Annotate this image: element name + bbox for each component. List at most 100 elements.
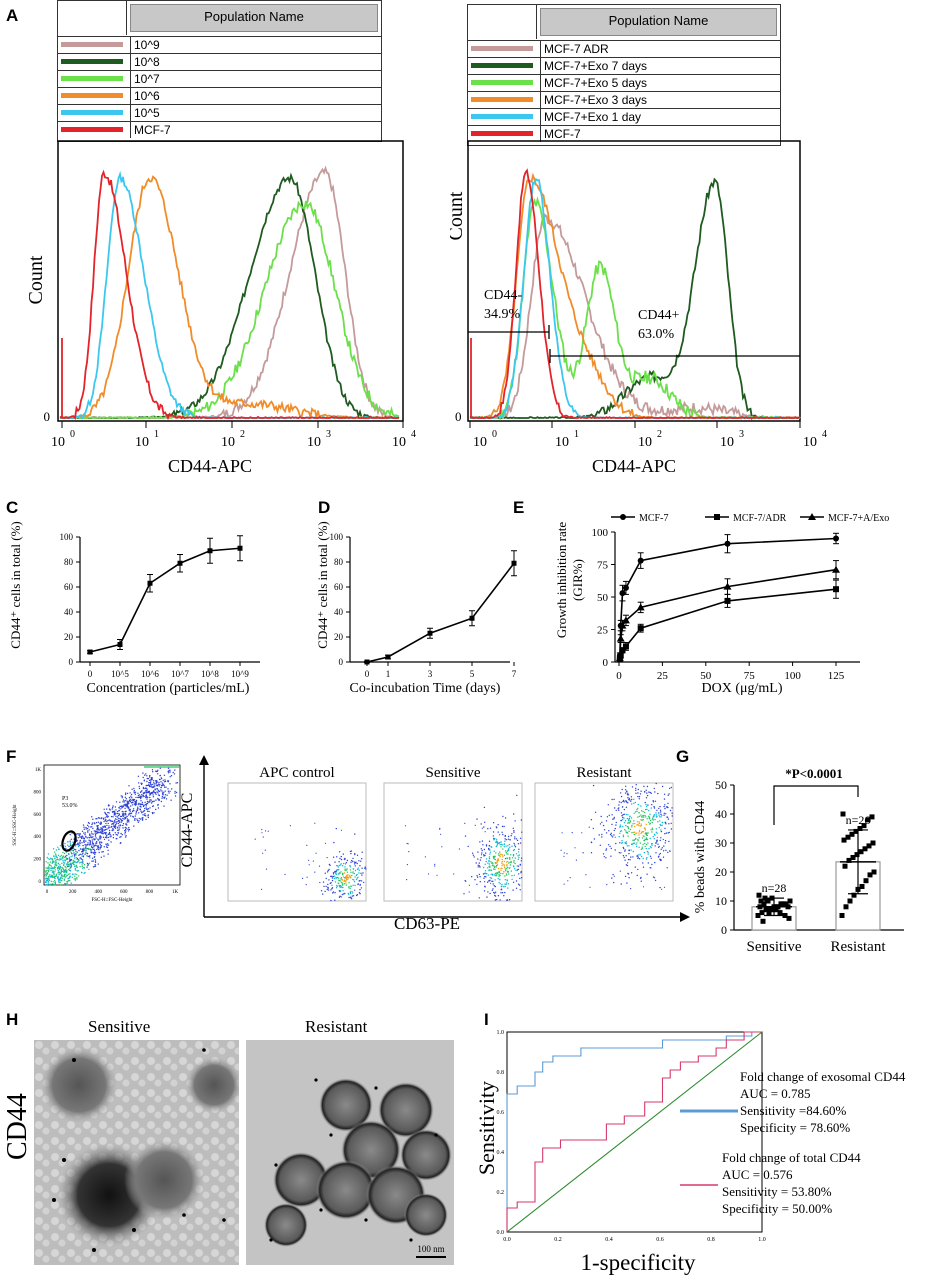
flow-dot xyxy=(407,843,409,845)
scatter-dot xyxy=(116,838,118,840)
flow-dot xyxy=(571,832,573,834)
scatter-dot xyxy=(103,832,106,834)
flow-dot xyxy=(624,789,627,791)
flow-dot xyxy=(624,829,626,831)
chart-c-series-line xyxy=(89,547,241,653)
scatter-dot xyxy=(101,830,104,833)
flow-dot xyxy=(473,856,475,858)
flow-dot xyxy=(358,880,360,882)
flow-dot xyxy=(349,891,352,893)
flow-y-arrowhead xyxy=(199,755,209,765)
flow-dot xyxy=(348,887,350,889)
chart-d-point xyxy=(427,630,433,636)
flow-dot xyxy=(482,844,484,846)
scatter-dot xyxy=(124,831,127,834)
scatter-dot xyxy=(92,818,94,820)
flow-dot xyxy=(341,865,344,867)
flow-dot xyxy=(622,818,624,821)
scatter-dot xyxy=(108,825,110,827)
scatter-dot xyxy=(120,808,122,810)
flow-dot xyxy=(654,800,657,802)
scatter-dot xyxy=(172,771,174,774)
chart-i: 0.00.00.20.20.40.40.60.60.80.81.01.0Fold… xyxy=(474,1030,906,1275)
scatter-dot xyxy=(93,846,95,848)
flow-dot xyxy=(514,868,516,870)
chart-e-point xyxy=(622,643,629,650)
flow-dot xyxy=(651,831,653,833)
scatter-dot xyxy=(146,775,148,777)
flow-dot xyxy=(646,808,648,811)
scatter-dot xyxy=(51,859,54,861)
flow-dot xyxy=(349,866,351,868)
scatter-dot xyxy=(97,838,99,840)
scatter-dot xyxy=(54,865,56,867)
scatter-dot xyxy=(106,824,108,827)
flow-dot xyxy=(350,852,352,855)
scatter-dot xyxy=(99,841,101,843)
chart-g-point xyxy=(778,901,784,907)
scatter-dot xyxy=(155,780,157,782)
scatter-dot xyxy=(67,858,69,860)
flow-dot xyxy=(327,869,329,872)
flow-dot xyxy=(499,844,501,846)
flow-dot xyxy=(643,840,645,842)
chart-g-point xyxy=(851,892,857,898)
flow-dot xyxy=(340,863,342,865)
flow-dot xyxy=(356,877,358,879)
scatter-dot xyxy=(85,835,87,838)
flow-dot xyxy=(654,861,656,864)
chart-g-point xyxy=(763,907,769,913)
micrograph-sensitive-title: Sensitive xyxy=(88,1017,151,1036)
scatter-dot xyxy=(85,840,87,842)
legend-swatch xyxy=(61,76,123,81)
scatter-dot xyxy=(107,822,109,825)
flow-dot xyxy=(340,881,343,884)
scatter-dot xyxy=(55,854,57,856)
flow-dot xyxy=(477,851,479,853)
flow-dot xyxy=(520,857,523,859)
scatter-dot xyxy=(65,869,67,871)
flow-dot xyxy=(513,842,515,845)
scatter-dot xyxy=(77,870,80,872)
flow-dot xyxy=(625,830,627,832)
flow-dot xyxy=(338,896,341,898)
scatter-dot xyxy=(121,797,123,799)
scatter-dot xyxy=(124,826,127,829)
flow-dot xyxy=(663,805,665,808)
scatter-dot xyxy=(112,837,115,839)
scatter-dot xyxy=(160,786,162,789)
scatter-dot xyxy=(94,830,97,832)
flow-dot xyxy=(327,883,329,886)
flow-dot xyxy=(326,871,329,873)
flow-dot xyxy=(471,876,473,878)
scatter-dot xyxy=(63,863,65,865)
flow-dot xyxy=(516,865,518,867)
flow-dot xyxy=(507,887,509,889)
scatter-dot xyxy=(76,866,78,868)
flow-dot xyxy=(592,784,595,787)
scatter-dot xyxy=(67,862,69,864)
flow-dot xyxy=(513,861,515,863)
flow-dot xyxy=(618,809,620,811)
scatter-dot xyxy=(107,853,109,855)
scatter-dot xyxy=(65,883,67,885)
flow-dot xyxy=(340,890,342,892)
scatter-dot xyxy=(100,827,102,829)
flow-dot xyxy=(491,864,494,867)
flow-dot xyxy=(512,854,515,856)
flow-dot xyxy=(330,875,333,877)
flow-dot xyxy=(487,891,489,893)
panel-label-f: F xyxy=(6,747,17,766)
flow-dot xyxy=(614,836,616,838)
flow-dot xyxy=(355,874,358,877)
scatter-dot xyxy=(50,857,52,859)
scatter-dot xyxy=(131,804,134,806)
flow-dot xyxy=(505,861,508,863)
chart-g-point xyxy=(756,892,762,898)
scatter-dot xyxy=(106,820,109,822)
flow-dot xyxy=(340,896,342,898)
flow-dot xyxy=(637,840,639,842)
flow-dot xyxy=(613,798,615,801)
scatter-dot xyxy=(138,820,140,822)
chart-e-ylabel-1: Growth inhibition rate xyxy=(554,522,569,638)
